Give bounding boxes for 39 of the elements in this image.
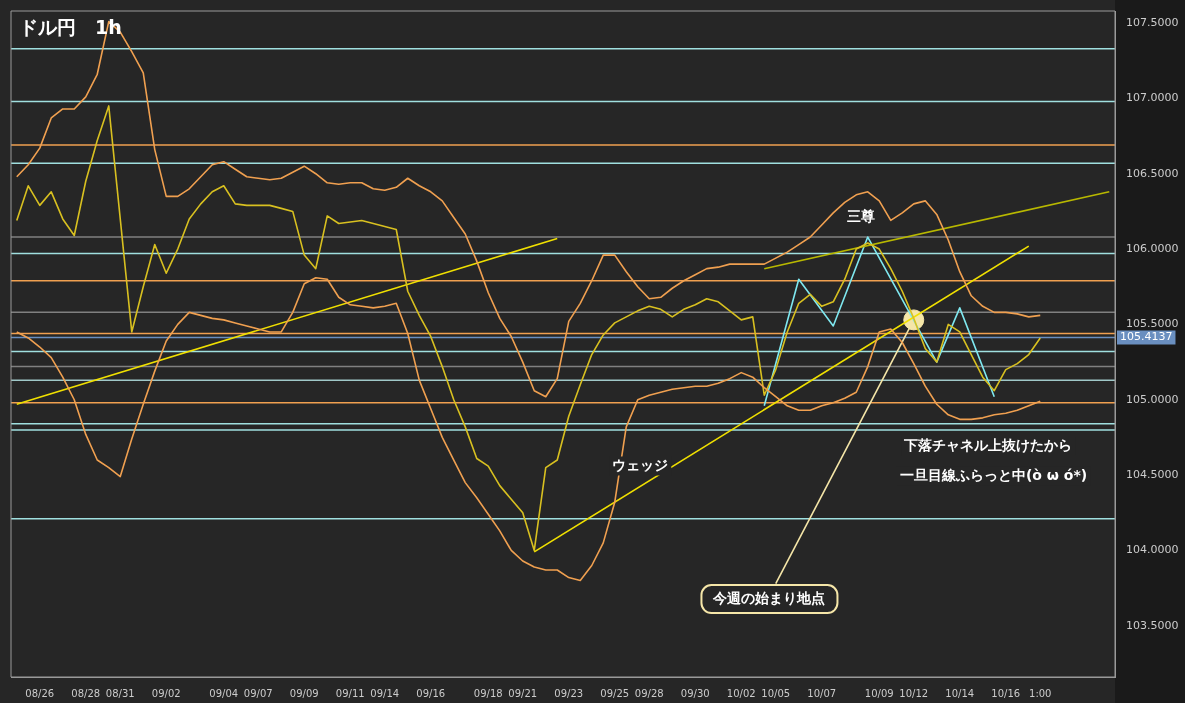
x-tick-label: 10/09 <box>864 687 894 699</box>
x-tick-label: 09/07 <box>243 687 273 699</box>
y-tick-label: 107.5000 <box>1126 15 1179 29</box>
x-tick-label: 09/02 <box>151 687 181 699</box>
y-tick-label: 104.0000 <box>1126 543 1179 557</box>
y-tick-label: 106.5000 <box>1126 166 1179 180</box>
y-tick-label: 103.5000 <box>1126 618 1179 632</box>
x-tick-label: 08/26 <box>25 687 55 699</box>
y-tick-label: 104.5000 <box>1126 467 1179 481</box>
y-tick-label: 105.5000 <box>1126 317 1179 331</box>
x-tick-label: 09/09 <box>289 687 319 699</box>
annotation: ウェッジ <box>612 456 669 473</box>
annotation: 一旦目線ふらっと中(ò ω ó*) <box>899 466 1088 483</box>
x-tick-label: 10/14 <box>945 687 975 699</box>
x-tick-label: 09/14 <box>370 687 400 699</box>
x-tick-label: 09/11 <box>335 687 365 699</box>
x-tick-label: 09/23 <box>554 687 584 699</box>
x-tick-label: 09/18 <box>473 687 503 699</box>
annotation: 今週の始まり地点 <box>712 589 826 606</box>
x-tick-label: 10/12 <box>899 687 929 699</box>
x-tick-label: 08/31 <box>105 687 135 699</box>
x-tick-label: 10/16 <box>991 687 1021 699</box>
x-tick-label: 09/25 <box>600 687 630 699</box>
y-tick-label: 106.0000 <box>1126 241 1179 255</box>
x-tick-label: 10/05 <box>761 687 791 699</box>
x-tick-label: 09/16 <box>416 687 446 699</box>
x-tick-label: 10/07 <box>807 687 837 699</box>
x-tick-label: 09/28 <box>634 687 664 699</box>
x-tick-label: 09/30 <box>680 687 710 699</box>
annotation: 下落チャネル上抜けたから <box>903 436 1073 453</box>
x-tick-label: 10/02 <box>726 687 756 699</box>
x-tick-label: 09/04 <box>209 687 239 699</box>
y-tick-label: 107.0000 <box>1126 91 1179 105</box>
x-tick-label: 08/28 <box>71 687 101 699</box>
annotation: 三尊 <box>847 208 876 225</box>
x-tick-label: 09/21 <box>508 687 538 699</box>
ref-line-label: 105.4137 <box>1120 330 1173 344</box>
y-tick-label: 105.0000 <box>1126 392 1179 406</box>
x-tick-label: 1:00 <box>1029 687 1052 699</box>
